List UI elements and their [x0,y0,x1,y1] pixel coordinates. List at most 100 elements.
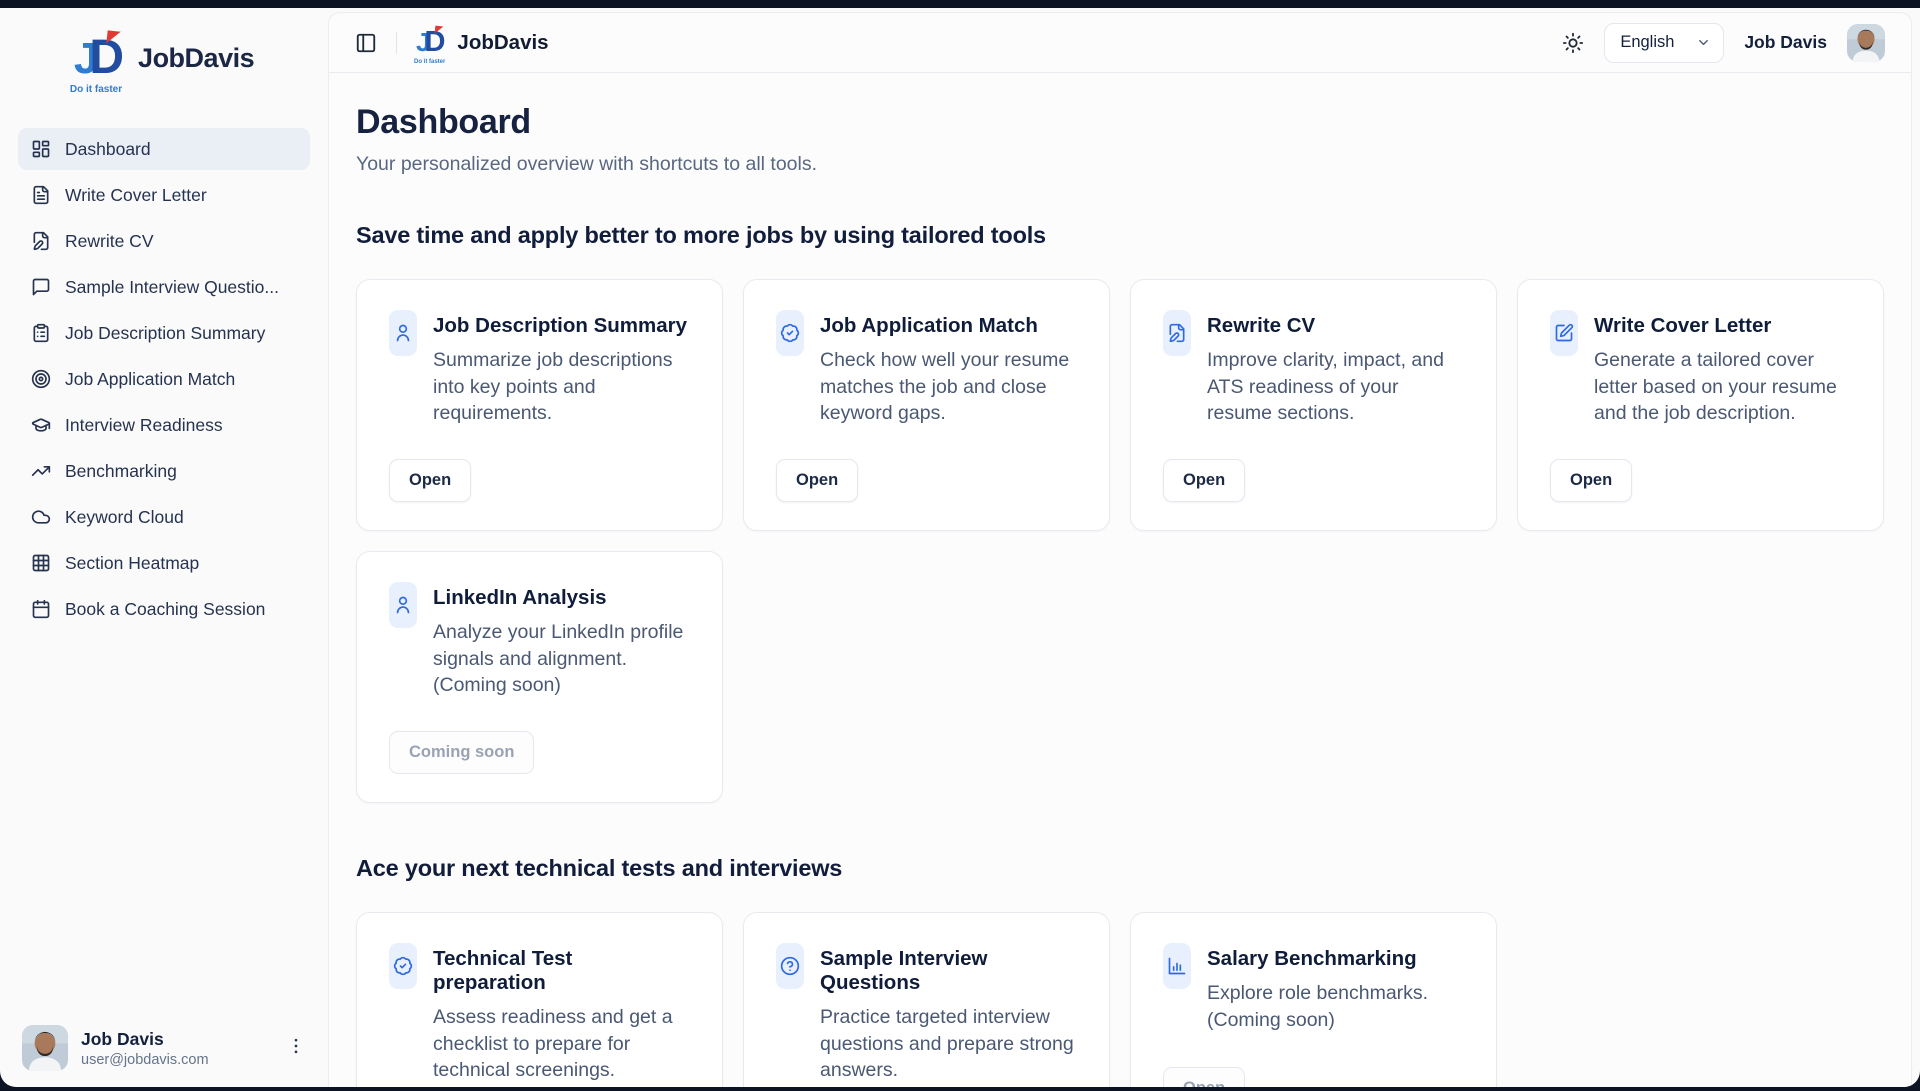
card-write-cover-letter: Write Cover Letter Generate a tailored c… [1517,279,1884,531]
sidebar-item-job-application-match[interactable]: Job Application Match [18,358,310,400]
card-title: Rewrite CV [1207,314,1316,337]
user-menu-button[interactable] [286,1036,306,1061]
sidebar-item-interview-readiness[interactable]: Interview Readiness [18,404,310,446]
sidebar-item-label: Job Description Summary [65,322,266,343]
card-description: Assess readiness and get a checklist to … [433,1006,673,1087]
card-linkedin-analysis: LinkedIn Analysis Analyze your LinkedIn … [356,551,723,803]
header-divider [396,31,397,54]
sidebar-user[interactable]: Job Davis user@jobdavis.com [0,1025,328,1071]
section-heading-interviews: Ace your next technical tests and interv… [356,855,843,881]
sidebar-item-label: Sample Interview Questio... [65,276,279,297]
cards-row-2: LinkedIn Analysis Analyze your LinkedIn … [356,551,1884,803]
file-pen-icon [1163,310,1191,356]
user-email: user@jobdavis.com [81,1051,209,1068]
header-avatar[interactable] [1847,23,1885,62]
sidebar-item-label: Section Heatmap [65,552,200,573]
layout-dashboard-icon [32,140,50,158]
card-title: Write Cover Letter [1594,314,1772,337]
open-button[interactable]: Open [1163,459,1246,502]
open-button[interactable]: Open [1550,459,1633,502]
card-title: LinkedIn Analysis [433,586,607,609]
header-app-title: JobDavis [457,30,549,54]
badge-check-icon [389,943,417,989]
sidebar-item-label: Keyword Cloud [65,506,184,527]
panel-left-icon [356,33,376,52]
sidebar-item-section-heatmap[interactable]: Section Heatmap [18,542,310,584]
card-description: Practice targeted interview questions an… [820,1006,1074,1081]
section-heading-tools: Save time and apply better to more jobs … [356,222,1046,248]
card-description: Improve clarity, impact, and ATS readine… [1207,349,1444,424]
card-technical-test-preparation: Technical Test preparation Assess readin… [356,912,723,1087]
sidebar-item-label: Write Cover Letter [65,184,207,205]
language-select[interactable]: English [1604,22,1725,63]
card-job-application-match: Job Application Match Check how well you… [743,279,1110,531]
clipboard-list-icon [33,323,49,343]
sidebar-item-label: Interview Readiness [65,414,223,435]
sidebar-item-write-cover-letter[interactable]: Write Cover Letter [18,174,310,216]
user-icon [389,582,417,628]
target-icon [31,369,51,389]
main-panel: JD Do it faster JobDavis English Job Dav… [328,12,1912,1087]
sidebar-item-book-coaching-session[interactable]: Book a Coaching Session [18,588,310,630]
sidebar-item-sample-interview-questions[interactable]: Sample Interview Questio... [18,266,310,308]
card-title: Job Application Match [820,314,1038,337]
card-sample-interview-questions: Sample Interview Questions Practice targ… [743,912,1110,1087]
sidebar: JD Do it faster JobDavis Dashboard Write… [0,8,328,1087]
square-pen-icon [1550,310,1578,356]
jobdavis-logo-icon: JD Do it faster [414,25,446,65]
open-button[interactable]: Open [389,459,472,502]
card-title: Sample Interview Questions [820,947,988,994]
calendar-icon [32,599,50,619]
open-button: Open [1163,1067,1246,1087]
user-avatar [22,1025,68,1071]
sidebar-item-rewrite-cv[interactable]: Rewrite CV [18,220,310,262]
card-job-description-summary: Job Description Summary Summarize job de… [356,279,723,531]
open-button[interactable]: Open [776,459,859,502]
ellipsis-vertical-icon [294,1038,298,1053]
file-pen-icon [33,231,49,251]
jobdavis-logo-icon: JD Do it faster [69,30,125,95]
sidebar-item-label: Dashboard [65,138,151,159]
bar-chart-icon [1163,943,1191,989]
sidebar-logo: JD Do it faster JobDavis [0,30,328,95]
language-value: English [1620,33,1675,51]
sidebar-item-benchmarking[interactable]: Benchmarking [18,450,310,492]
page-subtitle: Your personalized overview with shortcut… [356,153,818,175]
sidebar-toggle-button[interactable] [355,32,377,54]
sun-icon [1563,32,1584,53]
dashboard-content: Dashboard Your personalized overview wit… [329,73,1911,1087]
coming-soon-button: Coming soon [389,731,535,774]
card-salary-benchmarking: Salary Benchmarking Explore role benchma… [1130,912,1497,1087]
sidebar-item-label: Rewrite CV [65,230,154,251]
chevron-down-icon [1699,40,1709,45]
cards-row-3: Technical Test preparation Assess readin… [356,912,1884,1087]
sidebar-item-keyword-cloud[interactable]: Keyword Cloud [18,496,310,538]
file-text-icon [33,185,49,205]
cloud-icon [31,510,51,524]
card-rewrite-cv: Rewrite CV Improve clarity, impact, and … [1130,279,1497,531]
card-description: Analyze your LinkedIn profile signals an… [433,621,684,696]
logo-tagline: Do it faster [414,59,446,65]
brand-title: JobDavis [138,42,255,73]
card-description: Check how well your resume matches the j… [820,349,1070,424]
cards-row-1: Job Description Summary Summarize job de… [356,279,1884,531]
card-title: Salary Benchmarking [1207,947,1417,970]
sidebar-item-label: Benchmarking [65,460,177,481]
logo-tagline: Do it faster [69,84,123,95]
app-window: JD Do it faster JobDavis Dashboard Write… [0,8,1920,1087]
top-header: JD Do it faster JobDavis English Job Dav… [329,13,1911,73]
graduation-cap-icon [31,418,51,432]
sidebar-item-dashboard[interactable]: Dashboard [18,128,310,170]
sidebar-item-job-description-summary[interactable]: Job Description Summary [18,312,310,354]
badge-check-icon [776,310,804,356]
card-title: Technical Test preparation [433,947,573,994]
card-description: Generate a tailored cover letter based o… [1594,349,1837,424]
page-title: Dashboard [356,103,531,141]
circle-help-icon [776,943,804,989]
card-description: Summarize job descriptions into key poin… [433,349,673,424]
table-grid-icon [32,554,50,572]
theme-toggle-button[interactable] [1562,32,1584,54]
card-description: Explore role benchmarks. (Coming soon) [1207,982,1429,1031]
message-square-icon [32,278,50,296]
header-user-name: Job Davis [1744,32,1827,52]
